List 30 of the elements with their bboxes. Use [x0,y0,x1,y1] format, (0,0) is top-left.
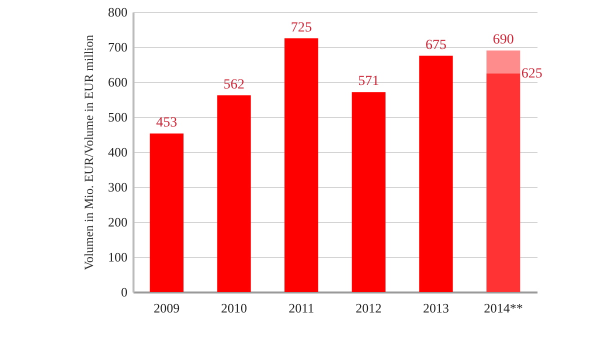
bar [352,92,386,292]
bar [150,133,184,292]
data-label: 675 [426,38,446,53]
y-tick-label: 200 [108,214,128,230]
x-tick-label: 2010 [221,300,247,316]
y-tick-label: 800 [108,4,128,20]
y-tick-label: 500 [108,110,128,124]
x-tick-label: 2012 [356,300,382,316]
data-label: 625 [521,66,542,82]
x-tick-label: 2011 [288,300,314,316]
y-tick-label: 600 [108,74,128,90]
data-label: 571 [358,74,380,90]
bar [486,73,520,292]
y-tick-label: 100 [108,250,128,264]
bar [284,38,318,292]
data-label: 453 [156,115,178,130]
data-label: 725 [290,20,312,36]
total-label: 690 [492,32,514,48]
y-tick-label: 700 [108,40,128,54]
x-tick-label: 2013 [423,300,449,316]
bar [419,56,453,292]
bar [217,95,251,292]
x-tick-label: 2014** [484,300,523,316]
y-tick-label: 400 [108,144,128,160]
y-tick-label: 0 [121,284,128,300]
y-tick-label: 300 [108,180,128,194]
data-label: 562 [224,77,244,92]
y-axis-title: Volumen in Mio. EUR/Volume in EUR million [82,34,96,270]
bar [486,50,520,74]
x-tick-label: 2009 [154,300,180,316]
